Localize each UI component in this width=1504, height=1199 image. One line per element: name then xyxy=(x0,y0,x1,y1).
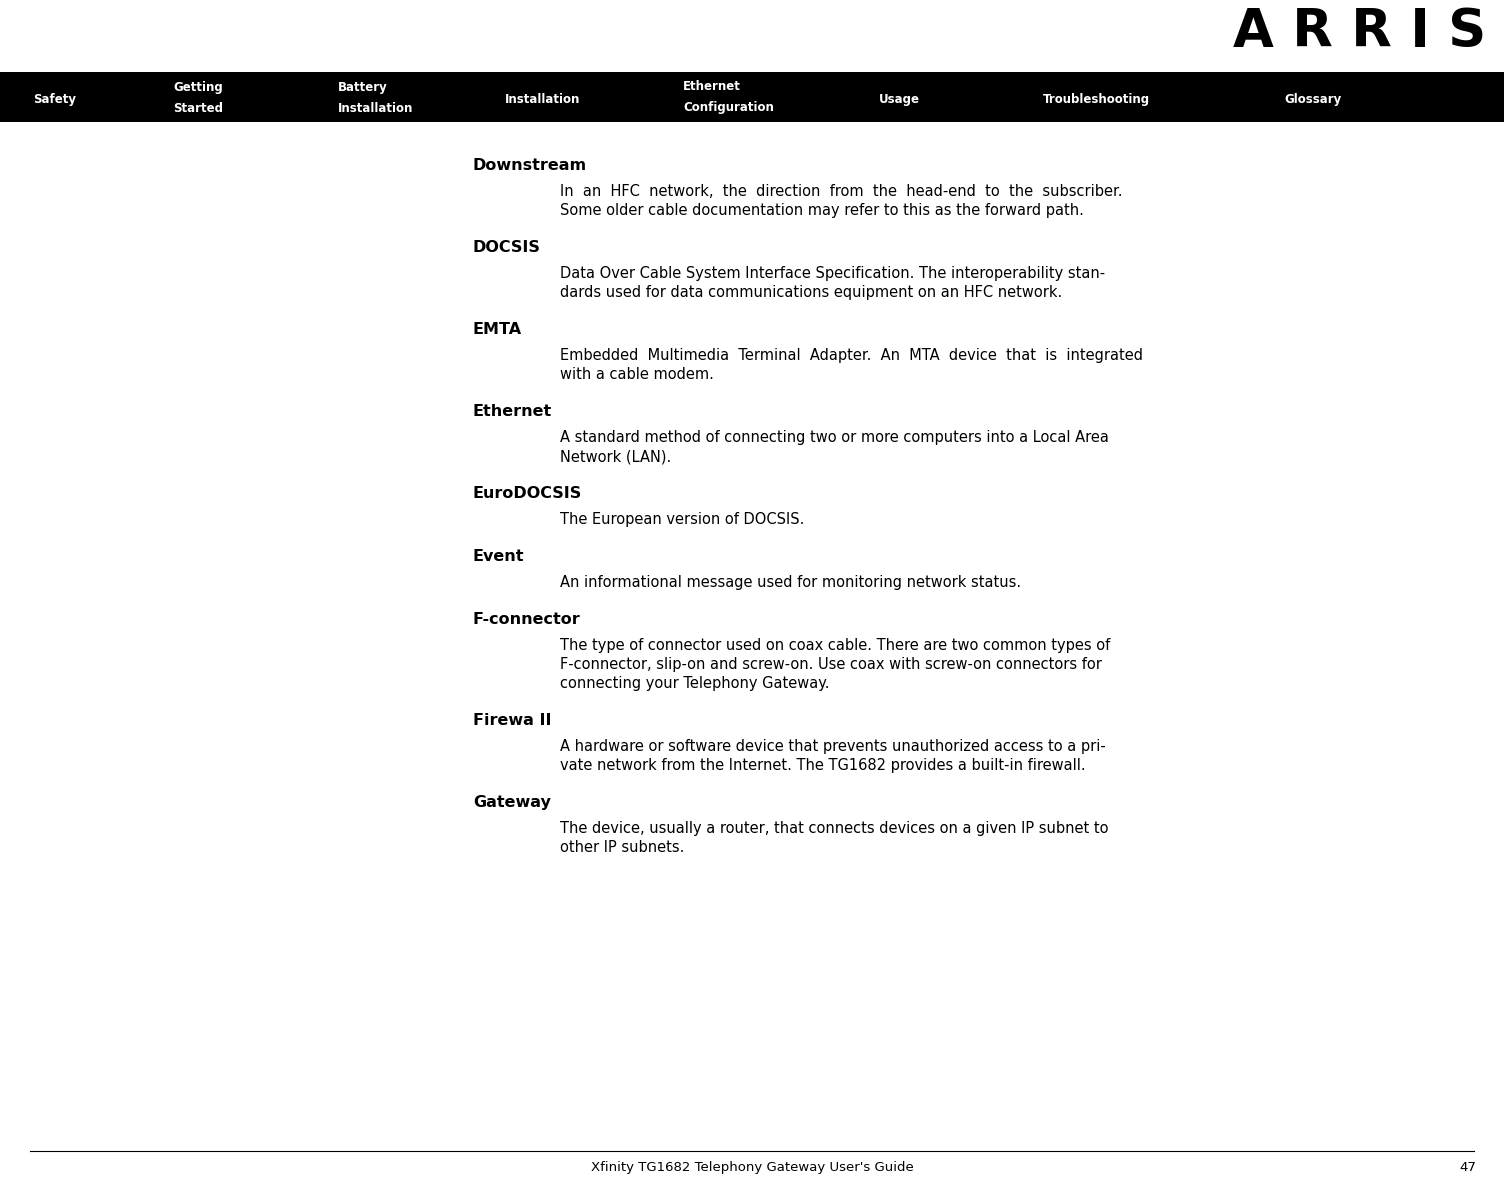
Text: Configuration: Configuration xyxy=(683,102,775,114)
Text: Network (LAN).: Network (LAN). xyxy=(559,448,671,464)
Text: Usage: Usage xyxy=(878,94,920,106)
Text: The European version of DOCSIS.: The European version of DOCSIS. xyxy=(559,512,805,528)
Text: Gateway: Gateway xyxy=(472,795,550,811)
Text: Troubleshooting: Troubleshooting xyxy=(1042,94,1151,106)
Text: A R R I S: A R R I S xyxy=(1233,6,1486,58)
Text: Getting: Getting xyxy=(173,80,223,94)
Text: Ethernet: Ethernet xyxy=(683,80,741,94)
Text: Embedded  Multimedia  Terminal  Adapter.  An  MTA  device  that  is  integrated: Embedded Multimedia Terminal Adapter. An… xyxy=(559,348,1143,363)
Text: Some older cable documentation may refer to this as the forward path.: Some older cable documentation may refer… xyxy=(559,203,1084,218)
Text: F-connector: F-connector xyxy=(472,611,581,627)
Text: The type of connector used on coax cable. There are two common types of: The type of connector used on coax cable… xyxy=(559,638,1110,653)
Text: Xfinity TG1682 Telephony Gateway User's Guide: Xfinity TG1682 Telephony Gateway User's … xyxy=(591,1161,913,1174)
Text: dards used for data communications equipment on an HFC network.: dards used for data communications equip… xyxy=(559,285,1062,300)
Text: vate network from the Internet. The TG1682 provides a built-in firewall.: vate network from the Internet. The TG16… xyxy=(559,758,1086,773)
Text: F-connector, slip-on and screw-on. Use coax with screw-on connectors for: F-connector, slip-on and screw-on. Use c… xyxy=(559,657,1102,671)
Text: Safety: Safety xyxy=(33,94,77,106)
Text: Installation: Installation xyxy=(505,94,581,106)
Text: A hardware or software device that prevents unauthorized access to a pri-: A hardware or software device that preve… xyxy=(559,739,1105,754)
Text: with a cable modem.: with a cable modem. xyxy=(559,367,714,382)
Bar xyxy=(0,72,1504,122)
Text: Data Over Cable System Interface Specification. The interoperability stan-: Data Over Cable System Interface Specifi… xyxy=(559,266,1105,281)
Text: Downstream: Downstream xyxy=(472,158,587,173)
Text: An informational message used for monitoring network status.: An informational message used for monito… xyxy=(559,576,1021,590)
Text: Event: Event xyxy=(472,549,525,564)
Text: 47: 47 xyxy=(1459,1161,1475,1174)
Text: other IP subnets.: other IP subnets. xyxy=(559,840,684,855)
Text: DOCSIS: DOCSIS xyxy=(472,240,541,255)
Text: connecting your Telephony Gateway.: connecting your Telephony Gateway. xyxy=(559,676,830,691)
Text: Started: Started xyxy=(173,102,223,114)
Text: Installation: Installation xyxy=(338,102,414,114)
Text: Firewa II: Firewa II xyxy=(472,713,552,728)
Text: Ethernet: Ethernet xyxy=(472,404,552,418)
Text: Glossary: Glossary xyxy=(1284,94,1342,106)
Text: The device, usually a router, that connects devices on a given IP subnet to: The device, usually a router, that conne… xyxy=(559,821,1108,836)
Text: EuroDOCSIS: EuroDOCSIS xyxy=(472,486,582,501)
Text: EMTA: EMTA xyxy=(472,323,522,337)
Text: In  an  HFC  network,  the  direction  from  the  head-end  to  the  subscriber.: In an HFC network, the direction from th… xyxy=(559,183,1122,199)
Text: A standard method of connecting two or more computers into a Local Area: A standard method of connecting two or m… xyxy=(559,430,1108,445)
Text: Battery: Battery xyxy=(338,80,388,94)
